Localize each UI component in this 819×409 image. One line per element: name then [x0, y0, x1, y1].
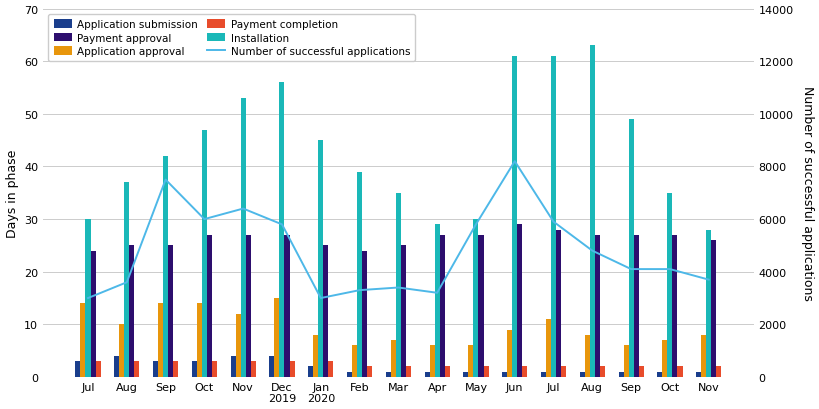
Bar: [444, 366, 449, 377]
Bar: [478, 235, 483, 377]
Bar: [313, 335, 318, 377]
Bar: [473, 220, 478, 377]
Bar: [662, 340, 667, 377]
Bar: [501, 372, 507, 377]
Bar: [391, 340, 396, 377]
Bar: [251, 361, 256, 377]
Bar: [463, 372, 468, 377]
Y-axis label: Number of successful applications: Number of successful applications: [800, 86, 813, 301]
Bar: [705, 230, 710, 377]
Bar: [362, 251, 367, 377]
Bar: [710, 240, 716, 377]
Bar: [618, 372, 622, 377]
Bar: [483, 366, 488, 377]
Bar: [134, 361, 139, 377]
Bar: [80, 303, 85, 377]
Bar: [90, 251, 96, 377]
Bar: [129, 246, 134, 377]
Bar: [700, 335, 705, 377]
Bar: [439, 235, 444, 377]
Bar: [507, 330, 512, 377]
Bar: [158, 303, 163, 377]
Bar: [206, 235, 211, 377]
Bar: [201, 130, 206, 377]
Bar: [396, 193, 400, 377]
Bar: [594, 235, 600, 377]
Bar: [541, 372, 545, 377]
Bar: [424, 372, 429, 377]
Bar: [633, 235, 638, 377]
Bar: [560, 366, 565, 377]
Bar: [434, 225, 439, 377]
Bar: [323, 246, 328, 377]
Bar: [289, 361, 294, 377]
Bar: [308, 366, 313, 377]
Bar: [274, 298, 279, 377]
Bar: [235, 314, 240, 377]
Bar: [153, 361, 158, 377]
Bar: [622, 346, 628, 377]
Bar: [75, 361, 80, 377]
Bar: [667, 193, 672, 377]
Bar: [429, 346, 434, 377]
Bar: [351, 346, 356, 377]
Bar: [522, 366, 527, 377]
Bar: [600, 366, 604, 377]
Bar: [657, 372, 662, 377]
Bar: [346, 372, 351, 377]
Bar: [400, 246, 405, 377]
Bar: [676, 366, 681, 377]
Bar: [589, 46, 594, 377]
Bar: [716, 366, 721, 377]
Bar: [240, 99, 246, 377]
Bar: [124, 183, 129, 377]
Bar: [328, 361, 333, 377]
Bar: [405, 366, 410, 377]
Bar: [96, 361, 101, 377]
Bar: [168, 246, 173, 377]
Bar: [545, 319, 550, 377]
Bar: [230, 356, 235, 377]
Bar: [246, 235, 251, 377]
Bar: [211, 361, 217, 377]
Bar: [555, 230, 560, 377]
Bar: [638, 366, 643, 377]
Bar: [385, 372, 391, 377]
Bar: [119, 325, 124, 377]
Bar: [163, 157, 168, 377]
Bar: [628, 120, 633, 377]
Y-axis label: Days in phase: Days in phase: [6, 149, 19, 237]
Bar: [85, 220, 90, 377]
Bar: [114, 356, 119, 377]
Bar: [550, 57, 555, 377]
Bar: [318, 141, 323, 377]
Bar: [584, 335, 589, 377]
Bar: [279, 83, 284, 377]
Bar: [284, 235, 289, 377]
Bar: [192, 361, 197, 377]
Legend: Application submission, Payment approval, Application approval, Payment completi: Application submission, Payment approval…: [48, 15, 414, 62]
Bar: [173, 361, 178, 377]
Bar: [517, 225, 522, 377]
Bar: [468, 346, 473, 377]
Bar: [672, 235, 676, 377]
Bar: [512, 57, 517, 377]
Bar: [356, 172, 362, 377]
Bar: [579, 372, 584, 377]
Bar: [269, 356, 274, 377]
Bar: [695, 372, 700, 377]
Bar: [197, 303, 201, 377]
Bar: [367, 366, 372, 377]
